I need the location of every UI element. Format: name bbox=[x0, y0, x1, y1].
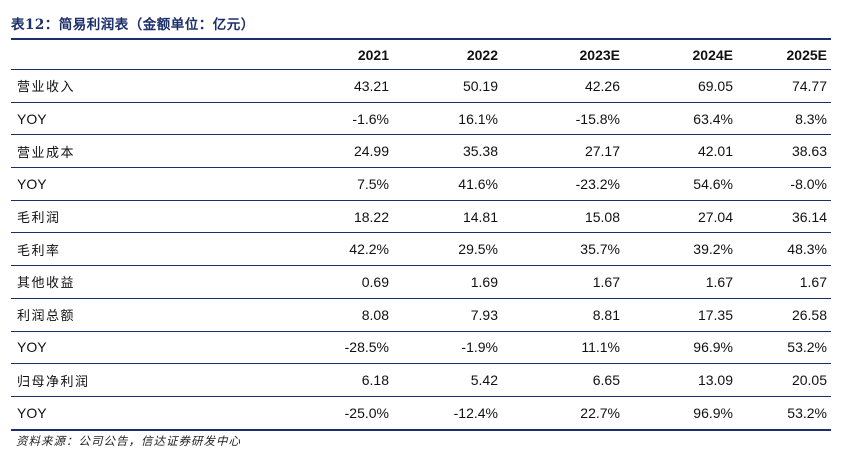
value-cell: 5.42 bbox=[393, 363, 502, 397]
value-cell: 42.01 bbox=[624, 134, 737, 169]
table-title: 表12：简易利润表（金额单位：亿元） bbox=[11, 17, 255, 33]
header-cell-label bbox=[11, 40, 257, 70]
row-label: YOY bbox=[11, 102, 257, 136]
value-cell: 38.63 bbox=[737, 134, 831, 169]
value-cell: 35.7% bbox=[502, 232, 624, 267]
value-cell: 74.77 bbox=[737, 69, 831, 103]
value-cell: 35.38 bbox=[393, 134, 502, 169]
value-cell: 54.6% bbox=[624, 167, 737, 201]
header-cell-2024e: 2024E bbox=[624, 40, 737, 70]
value-cell: -28.5% bbox=[257, 331, 393, 365]
row-label: YOY bbox=[11, 396, 257, 431]
value-cell: 29.5% bbox=[393, 232, 502, 267]
table-row: 毛利率 42.2% 29.5% 35.7% 39.2% 48.3% bbox=[11, 232, 831, 267]
value-cell: 1.67 bbox=[502, 265, 624, 299]
value-cell: 42.26 bbox=[502, 69, 624, 103]
header-cell-2025e: 2025E bbox=[737, 40, 831, 70]
table-row: YOY -25.0% -12.4% 22.7% 96.9% 53.2% bbox=[11, 396, 831, 431]
value-cell: 36.14 bbox=[737, 200, 831, 234]
value-cell: -23.2% bbox=[502, 167, 624, 201]
header-cell-2022: 2022 bbox=[393, 40, 502, 70]
value-cell: 42.2% bbox=[257, 232, 393, 267]
table-row: YOY -28.5% -1.9% 11.1% 96.9% 53.2% bbox=[11, 331, 831, 365]
value-cell: 41.6% bbox=[393, 167, 502, 201]
value-cell: 8.3% bbox=[737, 102, 831, 136]
income-statement-table: 2021 2022 2023E 2024E 2025E 营业收入 43.21 50.… bbox=[11, 40, 831, 431]
value-cell: -1.9% bbox=[393, 331, 502, 365]
value-cell: 14.81 bbox=[393, 200, 502, 234]
row-label: 毛利润 bbox=[11, 200, 257, 234]
header-cell-2023e: 2023E bbox=[502, 40, 624, 70]
table-row: 营业成本 24.99 35.38 27.17 42.01 38.63 bbox=[11, 134, 831, 169]
row-label: YOY bbox=[11, 331, 257, 365]
row-label: YOY bbox=[11, 167, 257, 201]
value-cell: -8.0% bbox=[737, 167, 831, 201]
value-cell: 16.1% bbox=[393, 102, 502, 136]
value-cell: -25.0% bbox=[257, 396, 393, 431]
value-cell: 27.04 bbox=[624, 200, 737, 234]
value-cell: 48.3% bbox=[737, 232, 831, 267]
header-cell-2021: 2021 bbox=[257, 40, 393, 70]
value-cell: 15.08 bbox=[502, 200, 624, 234]
row-label: 利润总额 bbox=[11, 298, 257, 332]
value-cell: 20.05 bbox=[737, 363, 831, 397]
value-cell: 53.2% bbox=[737, 331, 831, 365]
value-cell: 22.7% bbox=[502, 396, 624, 431]
value-cell: 1.67 bbox=[737, 265, 831, 299]
table-row: YOY 7.5% 41.6% -23.2% 54.6% -8.0% bbox=[11, 167, 831, 201]
table-row: 营业收入 43.21 50.19 42.26 69.05 74.77 bbox=[11, 69, 831, 103]
row-label: 营业收入 bbox=[11, 69, 257, 103]
source-note: 资料来源：公司公告，信达证券研发中心 bbox=[16, 434, 241, 448]
value-cell: -12.4% bbox=[393, 396, 502, 431]
value-cell: 69.05 bbox=[624, 69, 737, 103]
value-cell: 96.9% bbox=[624, 396, 737, 431]
value-cell: 6.18 bbox=[257, 363, 393, 397]
value-cell: 24.99 bbox=[257, 134, 393, 169]
value-cell: 96.9% bbox=[624, 331, 737, 365]
table-row: 归母净利润 6.18 5.42 6.65 13.09 20.05 bbox=[11, 363, 831, 397]
row-label: 营业成本 bbox=[11, 134, 257, 169]
top-rule bbox=[11, 38, 831, 40]
value-cell: 7.5% bbox=[257, 167, 393, 201]
row-label: 毛利率 bbox=[11, 232, 257, 267]
header-row: 2021 2022 2023E 2024E 2025E bbox=[11, 40, 831, 70]
value-cell: -1.6% bbox=[257, 102, 393, 136]
row-label: 归母净利润 bbox=[11, 363, 257, 397]
table-row: 利润总额 8.08 7.93 8.81 17.35 26.58 bbox=[11, 298, 831, 332]
value-cell: 26.58 bbox=[737, 298, 831, 332]
value-cell: 17.35 bbox=[624, 298, 737, 332]
value-cell: 1.67 bbox=[624, 265, 737, 299]
table-row: YOY -1.6% 16.1% -15.8% 63.4% 8.3% bbox=[11, 102, 831, 136]
value-cell: 0.69 bbox=[257, 265, 393, 299]
table-row: 其他收益 0.69 1.69 1.67 1.67 1.67 bbox=[11, 265, 831, 299]
value-cell: 6.65 bbox=[502, 363, 624, 397]
row-label: 其他收益 bbox=[11, 265, 257, 299]
value-cell: 53.2% bbox=[737, 396, 831, 431]
value-cell: 50.19 bbox=[393, 69, 502, 103]
value-cell: 13.09 bbox=[624, 363, 737, 397]
table-row: 毛利润 18.22 14.81 15.08 27.04 36.14 bbox=[11, 200, 831, 234]
value-cell: 8.08 bbox=[257, 298, 393, 332]
value-cell: 43.21 bbox=[257, 69, 393, 103]
value-cell: 11.1% bbox=[502, 331, 624, 365]
value-cell: 18.22 bbox=[257, 200, 393, 234]
value-cell: 1.69 bbox=[393, 265, 502, 299]
value-cell: 27.17 bbox=[502, 134, 624, 169]
value-cell: 8.81 bbox=[502, 298, 624, 332]
value-cell: 7.93 bbox=[393, 298, 502, 332]
value-cell: 63.4% bbox=[624, 102, 737, 136]
value-cell: 39.2% bbox=[624, 232, 737, 267]
value-cell: -15.8% bbox=[502, 102, 624, 136]
